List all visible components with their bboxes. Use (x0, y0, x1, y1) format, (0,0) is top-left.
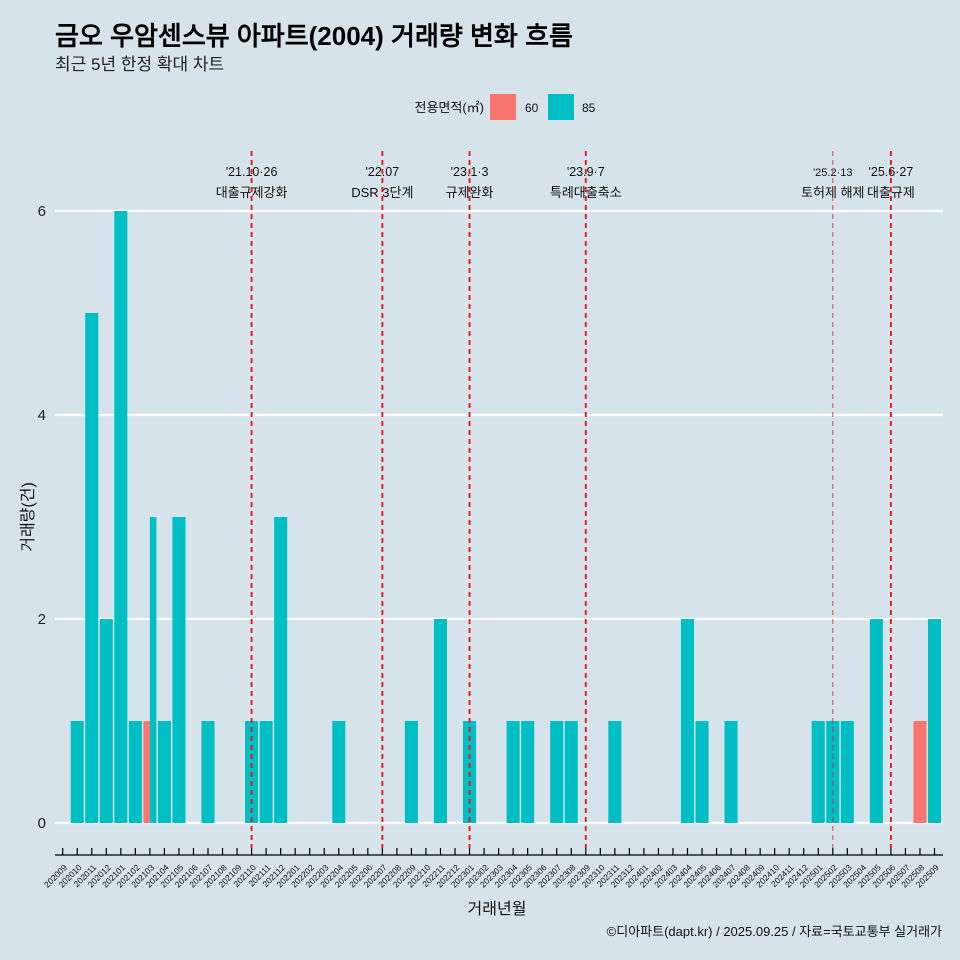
bar-85-202404 (680, 619, 695, 823)
bar-85-202505 (869, 619, 883, 823)
x-axis-title: 거래년월 (468, 900, 527, 918)
bar-85-202405 (695, 721, 709, 823)
bar-85-202011 (85, 313, 99, 823)
bar-85-202311 (608, 721, 622, 823)
bar-85-202509 (927, 619, 942, 823)
event-label: 대출규제강화 (216, 185, 288, 200)
bar-85-202307 (550, 721, 564, 823)
caption: ©디아파트(dapt.kr) / 2025.09.25 / 자료=국토교통부 실… (607, 924, 942, 939)
x-axis: 2020092020102020112020122021012021022021… (42, 848, 943, 889)
legend: 전용면적(㎡) 60 85 (415, 94, 596, 120)
bar-85-202104 (157, 721, 171, 823)
bar-85-202101 (114, 211, 128, 823)
bar-85-202103 (149, 517, 157, 823)
bar-85-202407 (724, 721, 738, 823)
gridlines (55, 209, 943, 825)
bar-85-202204 (332, 721, 346, 823)
legend-title: 전용면적(㎡) (415, 100, 485, 115)
bar-85-202107 (201, 721, 215, 823)
event-label: DSR 3단계 (351, 185, 413, 200)
bar-85-202304 (506, 721, 520, 823)
bar-85-202501 (811, 721, 825, 823)
legend-label-60: 60 (525, 101, 539, 115)
bar-85-202105 (172, 517, 186, 823)
event-label: 특례대출축소 (550, 185, 622, 200)
bar-60-202103 (143, 721, 150, 823)
event-label: 규제완화 (446, 185, 494, 200)
bar-85-202112 (274, 517, 288, 823)
legend-label-85: 85 (582, 101, 596, 115)
bar-85-202102 (128, 721, 142, 823)
y-axis: 0 2 4 6 (38, 203, 46, 832)
bar-85-202308 (564, 721, 578, 823)
legend-swatch-85 (548, 94, 574, 120)
chart-subtitle: 최근 5년 한정 확대 차트 (55, 55, 224, 74)
bar-85-202305 (521, 721, 535, 823)
event-labels: '21.10·26대출규제강화'22.07DSR 3단계'23.1·3규제완화'… (216, 165, 915, 200)
y-tick-label: 0 (38, 815, 46, 832)
legend-swatch-60 (490, 94, 516, 120)
event-lines (250, 151, 892, 848)
bar-85-202211 (433, 619, 448, 823)
y-tick-label: 2 (38, 611, 46, 628)
bar-85-202012 (99, 619, 113, 823)
y-tick-label: 6 (38, 203, 46, 220)
y-tick-label: 4 (38, 407, 46, 424)
bars (70, 211, 942, 823)
event-label: 대출규제 (867, 185, 915, 200)
bar-85-202111 (259, 721, 273, 823)
event-label: 토허제 해제 (801, 185, 864, 200)
bar-85-202503 (840, 721, 854, 823)
bar-85-202010 (70, 721, 84, 823)
chart-title: 금오 우암센스뷰 아파트(2004) 거래량 변화 흐름 (55, 21, 573, 51)
bar-60-202508 (913, 721, 927, 823)
bar-85-202209 (404, 721, 418, 823)
y-axis-title: 거래량(건) (19, 482, 37, 552)
